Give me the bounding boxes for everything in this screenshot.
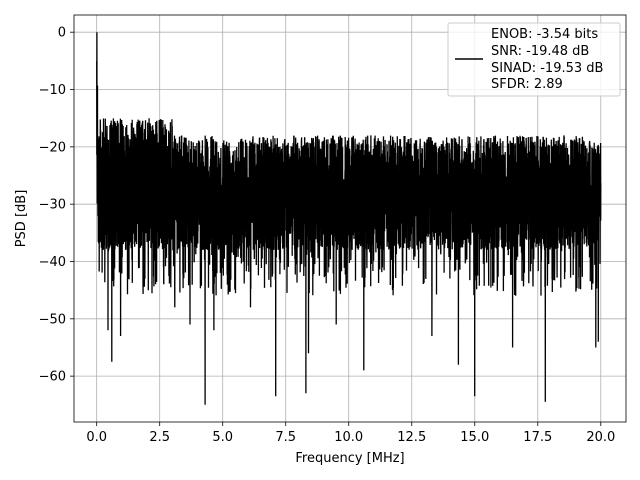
legend-entry-sinad: SINAD: -19.53 dB xyxy=(491,61,603,76)
ticks: 0.0 2.5 5.0 7.5 10.0 12.5 15.0 17.5 20.0 0 −10 −20 −… xyxy=(39,26,616,445)
legend-box xyxy=(447,22,621,97)
x-tick-label: 7.5 xyxy=(275,430,296,445)
y-tick-label: −10 xyxy=(39,83,66,98)
y-axis-label: PSD [dB] xyxy=(14,190,29,248)
x-tick-label: 0.0 xyxy=(86,430,107,445)
x-tick-label: 17.5 xyxy=(523,430,552,445)
y-tick-label: −20 xyxy=(39,140,66,155)
plot-frame xyxy=(73,14,627,423)
legend-entry-snr: SNR: -19.48 dB xyxy=(491,44,589,59)
x-tick-label: 15.0 xyxy=(460,430,489,445)
legend-entry-sfdr: SFDR: 2.89 xyxy=(491,77,563,92)
x-axis-label: Frequency [MHz] xyxy=(295,451,404,466)
x-tick-label: 20.0 xyxy=(586,430,615,445)
psd-series xyxy=(96,32,602,405)
y-tick-label: −30 xyxy=(39,198,66,213)
x-tick-label: 12.5 xyxy=(397,430,426,445)
y-tick-label: −50 xyxy=(39,312,66,327)
legend: ENOB: -3.54 bits SNR: -19.48 dB SINAD: -… xyxy=(447,22,621,97)
psd-trace xyxy=(96,32,602,405)
x-tick-label: 5.0 xyxy=(212,430,233,445)
x-tick-label: 10.0 xyxy=(334,430,363,445)
y-tick-label: 0 xyxy=(58,26,66,41)
legend-entry-enob: ENOB: -3.54 bits xyxy=(491,27,598,42)
x-tick-label: 2.5 xyxy=(149,430,170,445)
y-tick-label: −60 xyxy=(39,370,66,385)
y-tick-label: −40 xyxy=(39,255,66,270)
